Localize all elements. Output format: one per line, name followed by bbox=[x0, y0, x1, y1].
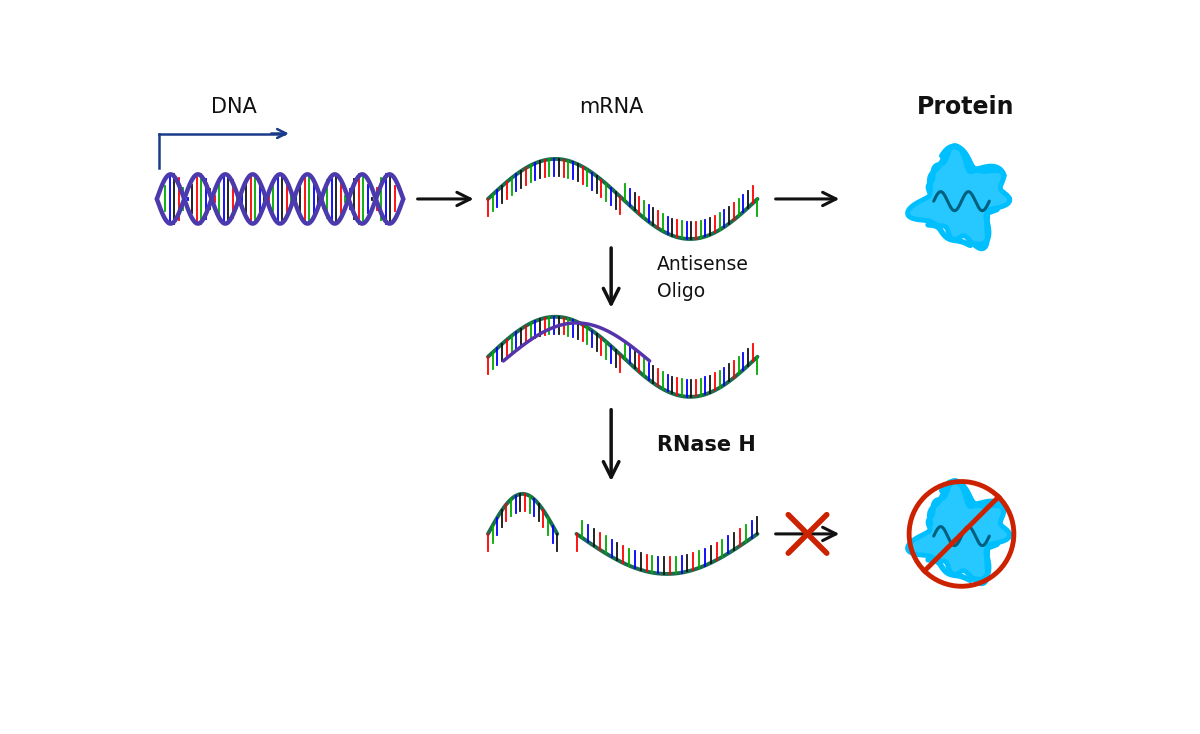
Text: DNA: DNA bbox=[211, 97, 257, 117]
Polygon shape bbox=[907, 145, 1009, 249]
Text: mRNA: mRNA bbox=[578, 97, 643, 117]
Text: Protein: Protein bbox=[917, 95, 1014, 119]
Text: Antisense
Oligo: Antisense Oligo bbox=[658, 255, 749, 301]
Text: RNase H: RNase H bbox=[658, 435, 756, 455]
Polygon shape bbox=[907, 481, 1009, 584]
